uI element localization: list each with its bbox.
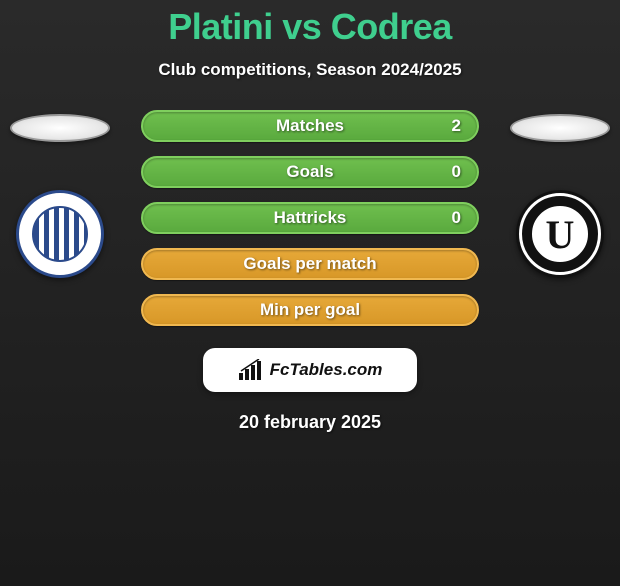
stat-value-right: 2 [452,116,461,136]
club-badge-right: U [516,190,604,278]
stat-row-goals: Goals 0 [141,156,479,188]
stat-row-hattricks: Hattricks 0 [141,202,479,234]
player-photo-placeholder-right [510,114,610,142]
date-label: 20 february 2025 [0,412,620,433]
stat-label: Goals per match [243,254,376,274]
stat-label: Min per goal [260,300,360,320]
page-title: Platini vs Codrea [0,6,620,48]
stat-value-right: 0 [452,162,461,182]
branding-badge: FcTables.com [203,348,417,392]
stat-label: Goals [286,162,333,182]
player-column-right: U [500,110,620,278]
club-badge-right-letter: U [546,211,575,258]
stat-row-min-per-goal: Min per goal [141,294,479,326]
comparison-content: U Matches 2 Goals 0 Hattricks 0 Goals pe… [0,110,620,433]
player-column-left [0,110,120,278]
chart-icon [238,359,264,381]
stat-row-goals-per-match: Goals per match [141,248,479,280]
stat-label: Matches [276,116,344,136]
player-photo-placeholder-left [10,114,110,142]
stat-row-matches: Matches 2 [141,110,479,142]
stats-list: Matches 2 Goals 0 Hattricks 0 Goals per … [141,110,479,326]
page-subtitle: Club competitions, Season 2024/2025 [0,60,620,80]
stat-value-right: 0 [452,208,461,228]
club-badge-left [16,190,104,278]
branding-text: FcTables.com [270,360,383,380]
stat-label: Hattricks [274,208,347,228]
club-badge-left-pattern [32,206,88,262]
